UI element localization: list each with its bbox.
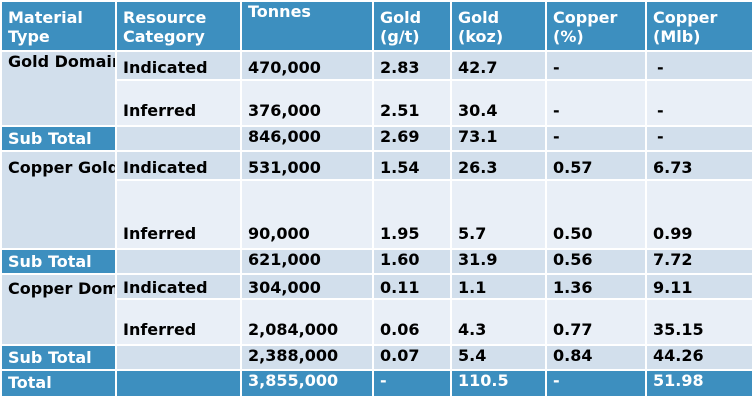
tonnes-cell: 470,000 (240, 50, 374, 81)
category-cell (115, 248, 242, 275)
gold-koz-cell: 4.3 (450, 298, 547, 346)
copper-mlb-cell: 51.98 (645, 369, 752, 398)
gold-gt-cell: 1.95 (372, 179, 452, 250)
copper-gold-indicated-row: Copper Gold Domain Indicated 531,000 1.5… (0, 150, 752, 250)
gold-gt-cell: 2.83 (372, 50, 452, 81)
subtotal-label: Sub Total (0, 125, 117, 152)
material-type-copper-gold-domain: Copper Gold Domain (0, 150, 117, 250)
subtotal-label: Sub Total (0, 248, 117, 275)
tonnes-cell: 90,000 (240, 179, 374, 250)
gold-subtotal-row: Sub Total 846,000 2.69 73.1 - - (0, 125, 752, 152)
gold-koz-cell: 5.7 (450, 179, 547, 250)
tonnes-cell: 376,000 (240, 79, 374, 127)
tonnes-cell: 846,000 (240, 125, 374, 152)
gold-gt-cell: 0.11 (372, 273, 452, 300)
material-type-copper-domain: Copper Domain (0, 273, 117, 346)
copper-pct-cell: 0.77 (545, 298, 647, 346)
gold-koz-cell: 110.5 (450, 369, 547, 398)
gold-koz-cell: 30.4 (450, 79, 547, 127)
tonnes-cell: 621,000 (240, 248, 374, 275)
header-copper-pct: Copper (%) (545, 0, 647, 52)
copper-gold-subtotal-row: Sub Total 621,000 1.60 31.9 0.56 7.72 (0, 248, 752, 275)
copper-mlb-cell: - (645, 50, 752, 81)
category-cell: Inferred (115, 298, 242, 346)
gold-gt-cell: 2.51 (372, 79, 452, 127)
tonnes-cell: 531,000 (240, 150, 374, 181)
category-cell: Indicated (115, 273, 242, 300)
gold-koz-cell: 73.1 (450, 125, 547, 152)
copper-mlb-cell: 35.15 (645, 298, 752, 346)
copper-mlb-cell: 44.26 (645, 344, 752, 371)
copper-pct-cell: 0.50 (545, 179, 647, 250)
gold-gt-cell: 0.07 (372, 344, 452, 371)
gold-gt-cell: 1.54 (372, 150, 452, 181)
gold-gt-cell: 0.06 (372, 298, 452, 346)
copper-pct-cell: 1.36 (545, 273, 647, 300)
tonnes-cell: 2,084,000 (240, 298, 374, 346)
copper-gold-inferred-row: Inferred 90,000 1.95 5.7 0.50 0.99 (1, 179, 752, 250)
header-copper-mlb: Copper (Mlb) (645, 0, 752, 52)
copper-pct-cell: - (545, 79, 647, 127)
tonnes-cell: 2,388,000 (240, 344, 374, 371)
copper-pct-cell: - (545, 369, 647, 398)
gold-inferred-row: Inferred 376,000 2.51 30.4 - - (1, 79, 752, 127)
gold-indicated-row: Gold Domain Indicated 470,000 2.83 42.7 … (0, 50, 752, 127)
header-tonnes: Tonnes (240, 0, 374, 52)
copper-pct-cell: 0.84 (545, 344, 647, 371)
copper-pct-cell: - (545, 50, 647, 81)
category-cell (115, 369, 242, 398)
copper-inferred-row: Inferred 2,084,000 0.06 4.3 0.77 35.15 (1, 298, 752, 346)
gold-koz-cell: 31.9 (450, 248, 547, 275)
copper-indicated-row: Copper Domain Indicated 304,000 0.11 1.1… (0, 273, 752, 346)
copper-pct-cell: - (545, 125, 647, 152)
total-label: Total (0, 369, 117, 398)
gold-gt-cell: 1.60 (372, 248, 452, 275)
gold-gt-cell: - (372, 369, 452, 398)
header-row: Material Type Resource Category Tonnes G… (0, 0, 752, 52)
header-material-type: Material Type (0, 0, 117, 52)
category-cell (115, 125, 242, 152)
total-row: Total 3,855,000 - 110.5 - 51.98 (0, 369, 752, 398)
copper-subtotal-row: Sub Total 2,388,000 0.07 5.4 0.84 44.26 (0, 344, 752, 371)
material-type-gold-domain: Gold Domain (0, 50, 117, 127)
copper-mlb-cell: 6.73 (645, 150, 752, 181)
gold-koz-cell: 42.7 (450, 50, 547, 81)
gold-koz-cell: 1.1 (450, 273, 547, 300)
gold-koz-cell: 26.3 (450, 150, 547, 181)
copper-mlb-cell: 0.99 (645, 179, 752, 250)
category-cell: Inferred (115, 179, 242, 250)
tonnes-cell: 3,855,000 (240, 369, 374, 398)
gold-koz-cell: 5.4 (450, 344, 547, 371)
copper-mlb-cell: - (645, 79, 752, 127)
header-gold-koz: Gold (koz) (450, 0, 547, 52)
copper-pct-cell: 0.57 (545, 150, 647, 181)
category-cell: Indicated (115, 150, 242, 181)
copper-mlb-cell: 9.11 (645, 273, 752, 300)
category-cell: Indicated (115, 50, 242, 81)
copper-mlb-cell: - (645, 125, 752, 152)
gold-gt-cell: 2.69 (372, 125, 452, 152)
tonnes-cell: 304,000 (240, 273, 374, 300)
copper-mlb-cell: 7.72 (645, 248, 752, 275)
category-cell: Inferred (115, 79, 242, 127)
category-cell (115, 344, 242, 371)
copper-pct-cell: 0.56 (545, 248, 647, 275)
header-resource-category: Resource Category (115, 0, 242, 52)
subtotal-label: Sub Total (0, 344, 117, 371)
header-gold-gt: Gold (g/t) (372, 0, 452, 52)
